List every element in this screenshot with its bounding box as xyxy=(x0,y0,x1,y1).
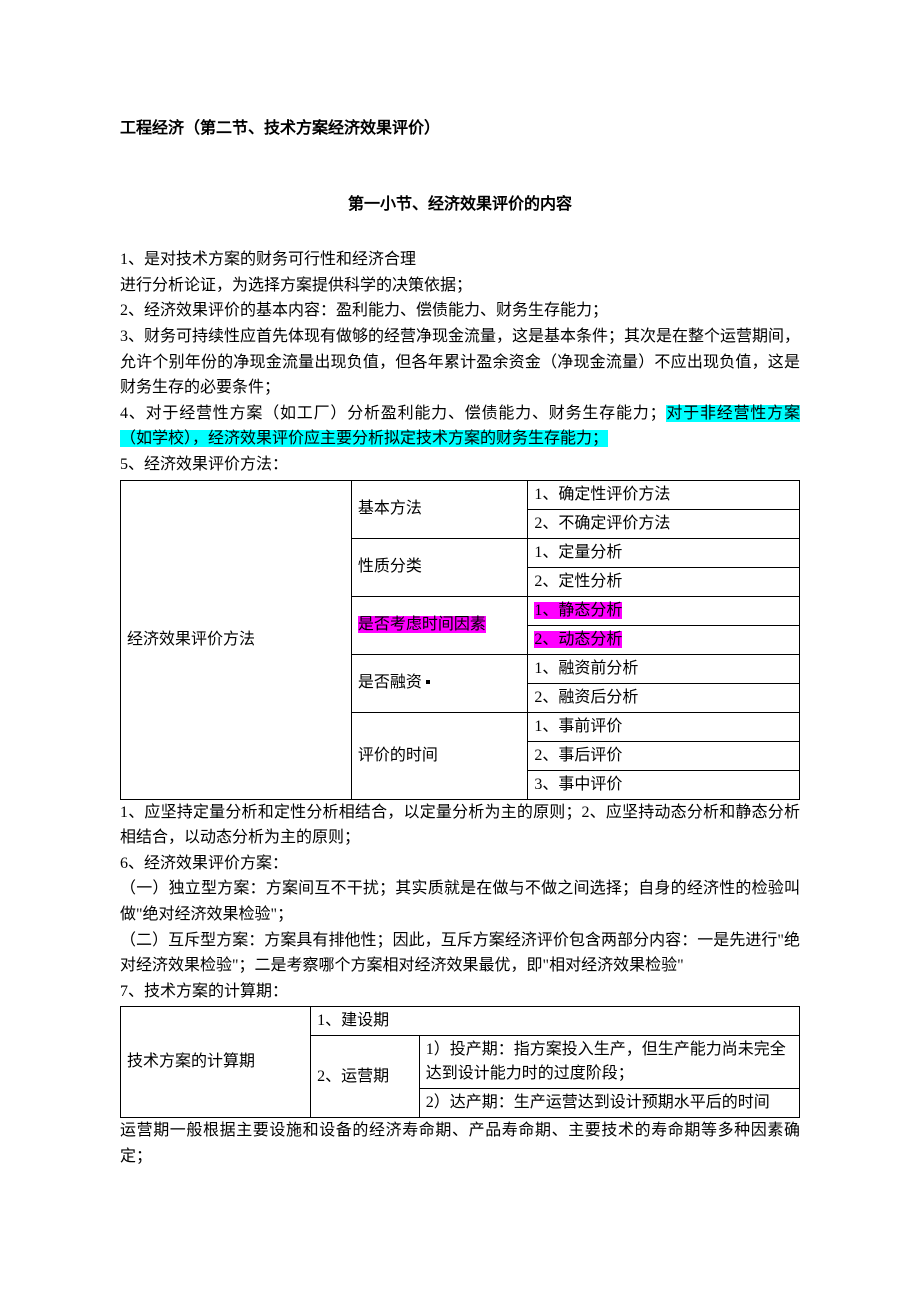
methods-item-4-1: 2、事后评价 xyxy=(528,741,800,770)
para-7-note: 运营期一般根据主要设施和设备的经济寿命期、产品寿命期、主要技术的寿命期等多种因素… xyxy=(120,1118,800,1169)
methods-item-4-2: 3、事中评价 xyxy=(528,770,800,799)
methods-item-0-1: 2、不确定评价方法 xyxy=(528,509,800,538)
para-4-plain: 4、对于经营性方案（如工厂）分析盈利能力、偿债能力、财务生存能力； xyxy=(120,405,666,422)
para-6a: （一）独立型方案：方案间互不干扰；其实质就是在做与不做之间选择；自身的经济性的检… xyxy=(120,876,800,927)
para-3: 3、财务可持续性应首先体现有做够的经营净现金流量，这是基本条件；其次是在整个运营… xyxy=(120,324,800,401)
para-1a: 1、是对技术方案的财务可行性和经济合理 xyxy=(120,247,800,273)
methods-item-0-0: 1、确定性评价方法 xyxy=(528,480,800,509)
methods-item-1-0: 1、定量分析 xyxy=(528,538,800,567)
para-1b: 进行分析论证，为选择方案提供科学的决策依据； xyxy=(120,273,800,299)
para-7-lead: 7、技术方案的计算期： xyxy=(120,979,800,1005)
para-2: 2、经济效果评价的基本内容：盈利能力、偿债能力、财务生存能力； xyxy=(120,298,800,324)
methods-table: 经济效果评价方法 基本方法 1、确定性评价方法 2、不确定评价方法 性质分类 1… xyxy=(120,480,800,800)
methods-cat-4: 评价的时间 xyxy=(351,712,528,799)
para-5-note: 1、应坚持定量分析和定性分析相结合，以定量分析为主的原则；2、应坚持动态分析和静… xyxy=(120,800,800,851)
methods-item-3-0: 1、融资前分析 xyxy=(528,654,800,683)
methods-item-2-0-hl: 1、静态分析 xyxy=(534,602,622,619)
doc-header: 工程经济（第二节、技术方案经济效果评价） xyxy=(120,116,800,142)
methods-item-2-0: 1、静态分析 xyxy=(528,596,800,625)
methods-cat-0: 基本方法 xyxy=(351,480,528,538)
methods-item-4-0: 1、事前评价 xyxy=(528,712,800,741)
methods-cat-3: 是否融资 xyxy=(351,654,528,712)
methods-rowheader: 经济效果评价方法 xyxy=(121,480,352,799)
calc-r2-b: 2）达产期：生产运营达到设计预期水平后的时间 xyxy=(419,1089,799,1118)
calc-rowheader: 技术方案的计算期 xyxy=(121,1007,311,1118)
para-5-lead: 5、经济效果评价方法： xyxy=(120,452,800,478)
dot-icon xyxy=(426,680,430,684)
methods-cat-2-hl: 是否考虑时间因素 xyxy=(358,616,486,633)
para-6-lead: 6、经济效果评价方案： xyxy=(120,851,800,877)
methods-cat-1: 性质分类 xyxy=(351,538,528,596)
para-4: 4、对于经营性方案（如工厂）分析盈利能力、偿债能力、财务生存能力；对于非经营性方… xyxy=(120,401,800,452)
para-6b: （二）互斥型方案：方案具有排他性；因此，互斥方案经济评价包含两部分内容：一是先进… xyxy=(120,928,800,979)
document-page: 工程经济（第二节、技术方案经济效果评价） 第一小节、经济效果评价的内容 1、是对… xyxy=(0,0,920,1302)
methods-item-2-1-hl: 2、动态分析 xyxy=(534,631,622,648)
calc-r1: 1、建设期 xyxy=(311,1007,800,1036)
methods-cat-3-txt: 是否融资 xyxy=(358,674,422,691)
methods-cat-2: 是否考虑时间因素 xyxy=(351,596,528,654)
methods-item-2-1: 2、动态分析 xyxy=(528,625,800,654)
methods-item-1-1: 2、定性分析 xyxy=(528,567,800,596)
calc-r2-a: 1）投产期：指方案投入生产，但生产能力尚未完全达到设计能力时的过度阶段； xyxy=(419,1036,799,1089)
subsection-title: 第一小节、经济效果评价的内容 xyxy=(120,192,800,218)
calc-table: 技术方案的计算期 1、建设期 2、运营期 1）投产期：指方案投入生产，但生产能力… xyxy=(120,1006,800,1118)
calc-r2-label: 2、运营期 xyxy=(311,1036,420,1118)
methods-item-3-1: 2、融资后分析 xyxy=(528,683,800,712)
